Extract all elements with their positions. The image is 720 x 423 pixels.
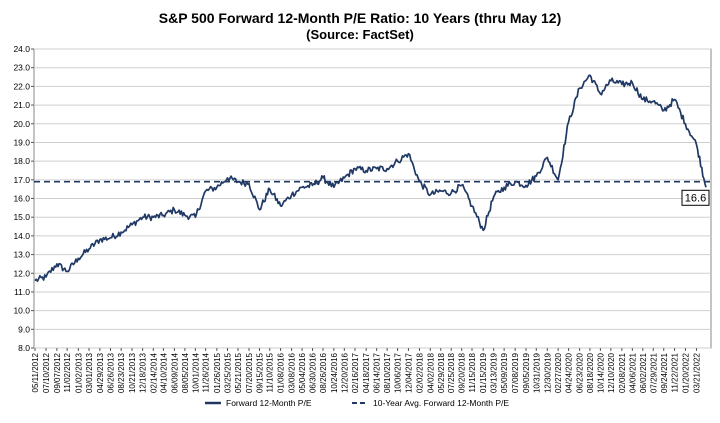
x-tick-label: 03/25/2015 (224, 352, 233, 393)
y-tick-label: 18.0 (13, 156, 30, 166)
legend-label-pe: Forward 12-Month P/E (226, 398, 312, 408)
value-callout: 16.6 (685, 192, 706, 204)
x-tick-label: 12/10/2020 (607, 352, 616, 393)
x-tick-label: 10/14/2020 (596, 352, 605, 393)
x-tick-label: 03/08/2016 (288, 352, 297, 393)
x-tick-label: 01/15/2019 (479, 352, 488, 393)
chart-subtitle: (Source: FactSet) (306, 27, 414, 42)
x-tick-label: 04/02/2018 (426, 352, 435, 393)
x-tick-label: 01/26/2015 (213, 352, 222, 393)
x-tick-label: 12/18/2013 (139, 352, 148, 393)
x-tick-label: 11/10/2015 (266, 352, 275, 392)
y-tick-label: 8.0 (18, 343, 30, 353)
x-tick-label: 07/29/2021 (649, 352, 658, 393)
y-tick-label: 11.0 (14, 287, 30, 297)
x-tick-label: 05/09/2019 (500, 352, 509, 393)
y-tick-label: 10.0 (13, 306, 30, 316)
x-tick-label: 09/15/2015 (255, 352, 264, 393)
x-tick-label: 06/30/2016 (309, 352, 318, 393)
x-tick-label: 07/20/2015 (245, 352, 254, 393)
x-tick-label: 06/14/2017 (373, 352, 382, 393)
x-tick-label: 11/22/2021 (671, 352, 680, 392)
x-tick-label: 08/18/2020 (586, 352, 595, 393)
y-tick-label: 21.0 (13, 100, 30, 110)
x-tick-label: 02/16/2017 (351, 352, 360, 393)
value-callout-box (681, 189, 710, 206)
x-tick-label: 02/08/2021 (618, 352, 627, 393)
y-tick-label: 9.0 (18, 324, 30, 334)
y-tick-label: 24.0 (13, 44, 30, 54)
x-tick-label: 07/10/2012 (42, 352, 51, 393)
x-tick-label: 01/02/2013 (74, 352, 83, 393)
x-tick-label: 10/24/2016 (330, 352, 339, 393)
y-tick-label: 17.0 (13, 175, 30, 185)
y-tick-label: 12.0 (13, 268, 30, 278)
x-tick-label: 04/18/2017 (362, 352, 371, 393)
y-tick-label: 16.0 (13, 194, 30, 204)
x-tick-label: 07/25/2018 (447, 352, 456, 393)
x-tick-label: 05/21/2015 (234, 352, 243, 393)
x-tick-label: 01/20/2022 (681, 352, 690, 393)
x-tick-label: 09/07/2012 (53, 352, 62, 393)
x-tick-label: 05/04/2016 (298, 352, 307, 393)
x-tick-label: 08/23/2013 (117, 352, 126, 393)
x-tick-label: 11/02/2012 (63, 352, 72, 392)
y-tick-label: 22.0 (13, 81, 30, 91)
x-tick-label: 08/10/2017 (383, 352, 392, 393)
x-tick-label: 08/05/2014 (181, 352, 190, 393)
x-tick-label: 03/21/2022 (692, 352, 701, 393)
x-tick-label: 12/04/2017 (404, 352, 413, 393)
y-tick-label: 14.0 (13, 231, 30, 241)
x-tick-label: 09/05/2019 (522, 352, 531, 393)
y-tick-label: 23.0 (13, 63, 30, 73)
x-tick-label: 12/20/2016 (340, 352, 349, 393)
x-tick-label: 03/13/2019 (490, 352, 499, 393)
x-tick-label: 08/26/2016 (319, 352, 328, 393)
x-tick-label: 11/15/2018 (468, 352, 477, 392)
x-tick-label: 09/24/2021 (660, 352, 669, 393)
x-tick-label: 02/14/2014 (149, 352, 158, 393)
x-tick-label: 06/26/2013 (106, 352, 115, 393)
x-tick-label: 06/23/2020 (576, 352, 585, 393)
x-tick-label: 04/24/2020 (565, 352, 574, 393)
x-tick-label: 02/27/2020 (554, 352, 563, 393)
x-tick-label: 10/01/2014 (191, 352, 200, 393)
x-tick-label: 10/06/2017 (394, 352, 403, 393)
x-tick-label: 07/08/2019 (511, 352, 520, 393)
x-tick-label: 05/29/2018 (437, 352, 446, 393)
plot-area: 8.0 9.0 10.0 11.0 12.0 13.0 14.0 15.0 16.0 17.0 18… (13, 44, 712, 408)
x-tick-label: 04/29/2013 (96, 352, 105, 393)
x-tick-label: 10/31/2019 (532, 352, 541, 393)
x-tick-label: 05/11/2012 (31, 352, 40, 392)
x-tick-label: 04/10/2014 (159, 352, 168, 393)
y-tick-label: 20.0 (13, 119, 30, 129)
pe-series-line (34, 74, 707, 283)
x-tick-label: 01/08/2016 (277, 352, 286, 393)
chart-title: S&P 500 Forward 12-Month P/E Ratio: 10 Y… (159, 10, 562, 26)
y-tick-label: 13.0 (13, 250, 30, 260)
x-tick-label: 12/30/2019 (543, 352, 552, 393)
x-tick-label: 11/26/2014 (202, 352, 211, 392)
y-tick-label: 15.0 (13, 212, 30, 222)
x-tick-label: 03/01/2013 (85, 352, 94, 393)
y-tick-label: 19.0 (13, 137, 30, 147)
x-tick-label: 04/06/2021 (628, 352, 637, 393)
x-tick-label: 10/21/2013 (128, 352, 137, 393)
x-tick-label: 06/09/2014 (170, 352, 179, 393)
x-tick-label: 02/02/2018 (415, 352, 424, 393)
x-tick-label: 09/20/2018 (458, 352, 467, 393)
legend-label-avg: 10-Year Avg. Forward 12-Month P/E (373, 398, 509, 408)
x-tick-label: 06/02/2021 (639, 352, 648, 393)
